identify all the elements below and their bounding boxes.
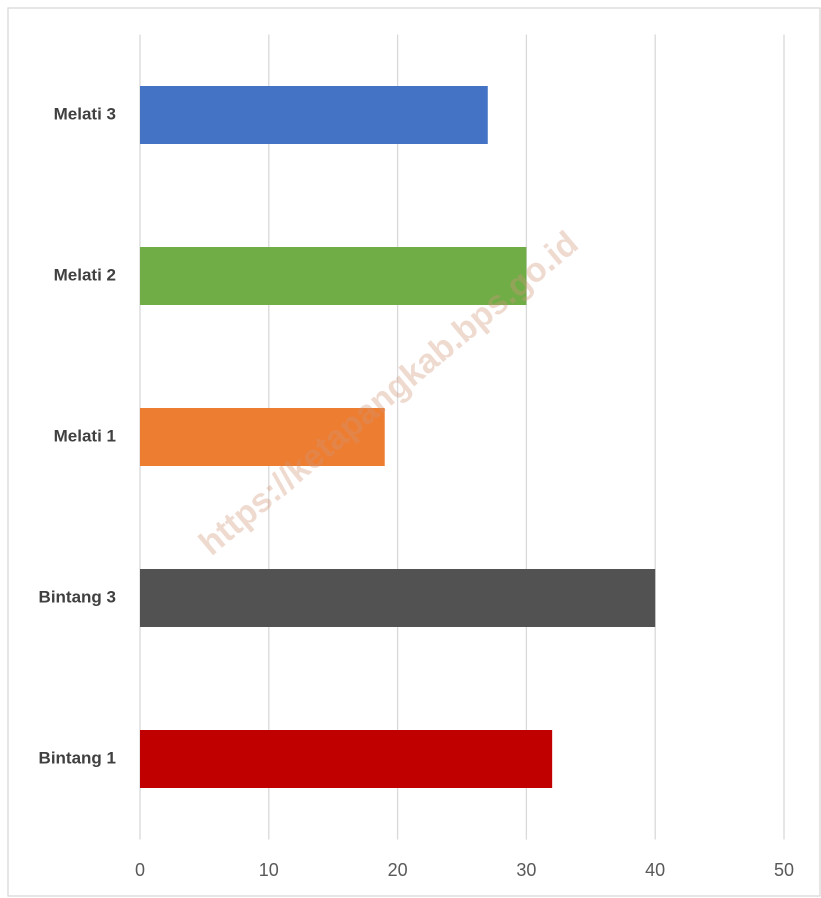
y-tick-label: Bintang 1 [39,748,116,767]
x-tick-label: 50 [774,860,794,880]
x-tick-label: 10 [259,860,279,880]
bar [140,569,656,627]
x-tick-label: 30 [516,860,536,880]
y-tick-label: Melati 1 [54,426,116,445]
bar [140,730,553,788]
y-tick-label: Melati 3 [54,104,116,123]
x-tick-label: 0 [135,860,145,880]
bar [140,86,488,144]
bar [140,247,527,305]
y-tick-label: Bintang 3 [39,587,116,606]
x-tick-label: 40 [645,860,665,880]
bars [140,86,656,788]
bar [140,408,385,466]
y-tick-label: Melati 2 [54,265,116,284]
x-tick-label: 20 [388,860,408,880]
grid [139,34,785,840]
